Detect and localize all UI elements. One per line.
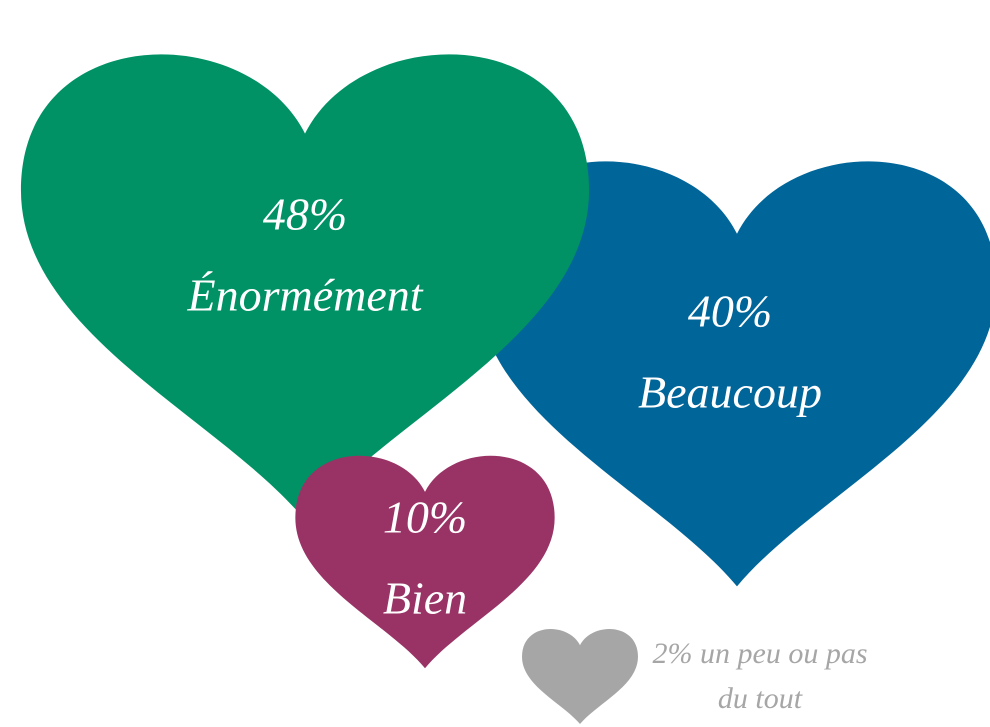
heart — [522, 629, 638, 725]
heart-label: 2% un peu ou pas du tout — [645, 631, 875, 721]
heart-label: 10% Bien — [383, 478, 467, 639]
value-label: 2% — [652, 637, 693, 670]
category-label: Bien — [382, 572, 468, 623]
heart — [20, 54, 590, 520]
value-label: 10% — [382, 491, 468, 543]
value-label: 40% — [687, 285, 773, 337]
category-label: Beaucoup — [638, 366, 822, 417]
category-label: un peu ou pas du tout — [700, 637, 868, 715]
heart-label: 40% Beaucoup — [638, 272, 822, 433]
heart-label: 48% Énormément — [187, 175, 422, 336]
value-label: 48% — [262, 188, 348, 240]
category-label: Énormément — [187, 269, 423, 320]
heart — [477, 161, 990, 587]
heart — [295, 455, 555, 669]
